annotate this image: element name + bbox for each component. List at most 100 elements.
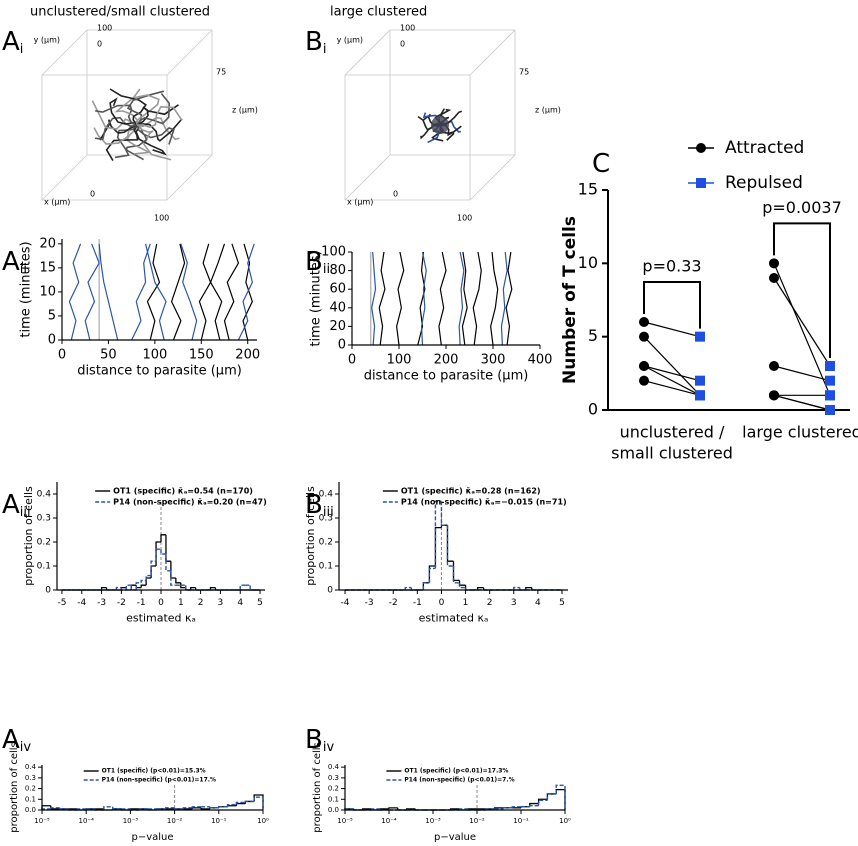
y-tick-label: 0.1: [37, 562, 51, 572]
y-tick-label: 0.2: [328, 785, 339, 793]
y-tick-label: 0.2: [37, 538, 51, 548]
histogram-bin: [209, 806, 219, 809]
y-tick-label: 0: [327, 586, 333, 596]
histogram-bin: [235, 802, 246, 806]
y-tick-label: 0.0: [328, 806, 339, 814]
x-tick-label: unclustered /: [620, 423, 725, 442]
cell-track-3d: [109, 88, 147, 126]
y-tick-label: 0.3: [25, 774, 36, 782]
histogram-bin: [150, 565, 157, 578]
histogram-bin: [130, 584, 137, 590]
y-axis-label: time (minutes): [19, 241, 34, 337]
histogram-bin: [155, 541, 161, 566]
histogram-bin: [185, 585, 191, 591]
x-tick-label: 100: [457, 214, 472, 223]
panel-letter: A: [2, 490, 20, 520]
histogram-bin: [546, 793, 557, 801]
x-tick-label: small clustered: [611, 444, 733, 463]
cube-edge: [41, 154, 88, 201]
point: [769, 390, 779, 401]
cell-track-3d: [136, 92, 170, 126]
histogram-bin: [155, 548, 161, 562]
legend-label: P14 (non-specific) (p<0.01)=7.%: [404, 777, 514, 784]
cube-edge: [469, 154, 516, 201]
pair-line: [773, 365, 831, 382]
cell-track: [237, 243, 255, 341]
cell-track: [461, 251, 468, 346]
panel-title: unclustered/small clustered: [30, 5, 210, 20]
point: [695, 375, 705, 386]
panel-label: Aiv: [2, 725, 31, 755]
cell-track-3d: [94, 116, 138, 141]
significance-bracket: [773, 222, 831, 358]
x-tick-label: 200: [235, 348, 260, 363]
x-tick-label: 10⁻¹: [513, 817, 529, 825]
cell-track: [98, 243, 119, 341]
panel-label: C: [592, 149, 610, 179]
histogram-bin: [135, 585, 142, 589]
x-tick-label: -5: [57, 598, 66, 608]
x-tick-label: 0: [58, 348, 66, 363]
pair-line: [773, 394, 831, 411]
histogram-bin: [434, 500, 442, 569]
cell-track-3d: [136, 106, 183, 129]
y-tick-label: 0.2: [319, 538, 333, 548]
cell-track: [180, 243, 198, 341]
cell-track-3d: [136, 104, 179, 126]
histogram-bin: [476, 586, 484, 590]
point: [825, 361, 835, 371]
panel-letter: C: [592, 149, 610, 179]
histogram-bin: [537, 799, 548, 806]
histogram-bin: [511, 806, 521, 808]
x-tick-label: 10⁻⁵: [34, 817, 50, 825]
x-tick-label: 3: [218, 598, 224, 608]
y-tick-label: 10: [39, 284, 56, 299]
x-tick-label: 0: [348, 353, 356, 368]
histogram-bin: [404, 586, 412, 590]
y-axis-label: y (μm): [34, 36, 60, 45]
panel-letter: A: [2, 247, 20, 277]
histogram-bin: [239, 584, 246, 590]
panel-index: iii: [20, 505, 31, 520]
x-tick-label: 4: [237, 598, 243, 608]
x-tick-label: 10⁻³: [123, 817, 139, 825]
y-tick-label: 100: [97, 24, 112, 33]
y-tick-label: 0.1: [25, 795, 36, 803]
y-tick-label: 10: [578, 253, 598, 272]
pair-line: [643, 365, 701, 396]
x-tick-label: 10⁰: [257, 817, 269, 825]
x-axis-label: estimated κₐ: [126, 611, 196, 624]
histogram-bin: [150, 560, 157, 576]
x-tick-label: 50: [100, 348, 117, 363]
y-tick-label: 0.1: [319, 562, 333, 572]
legend-marker: [696, 178, 706, 188]
cell-track: [500, 251, 508, 346]
x-tick-label: 300: [481, 353, 506, 368]
point: [769, 273, 779, 283]
x-tick-label: 1: [178, 598, 184, 608]
x-tick-label: 0: [439, 598, 445, 608]
panel-label: Aiii: [2, 490, 31, 520]
x-tick-label: 0: [90, 190, 95, 199]
y-tick-label: 0.3: [319, 514, 333, 524]
histogram-bin: [175, 578, 181, 584]
z-tick-label: 75: [216, 68, 226, 77]
point: [825, 405, 835, 415]
y-tick-label: 0.2: [25, 785, 36, 793]
pair-line: [643, 336, 701, 396]
x-tick-label: -4: [77, 598, 86, 608]
panel-label: Biv: [305, 725, 334, 755]
x-tick-label: 3: [511, 598, 517, 608]
x-tick-label: -3: [97, 598, 106, 608]
x-tick-label: 10⁰: [559, 817, 571, 825]
x-tick-label: 10⁻³: [425, 817, 441, 825]
x-tick-label: 200: [434, 353, 459, 368]
x-tick-label: -1: [413, 598, 422, 608]
panel-index: iv: [20, 740, 32, 755]
histogram-bin: [249, 585, 256, 591]
y-tick-label: 15: [39, 260, 56, 275]
y-tick-label: 0.3: [37, 514, 51, 524]
cell-track-3d: [114, 124, 138, 159]
x-axis-label: estimated κₐ: [419, 611, 489, 624]
histogram-bin: [529, 805, 539, 807]
